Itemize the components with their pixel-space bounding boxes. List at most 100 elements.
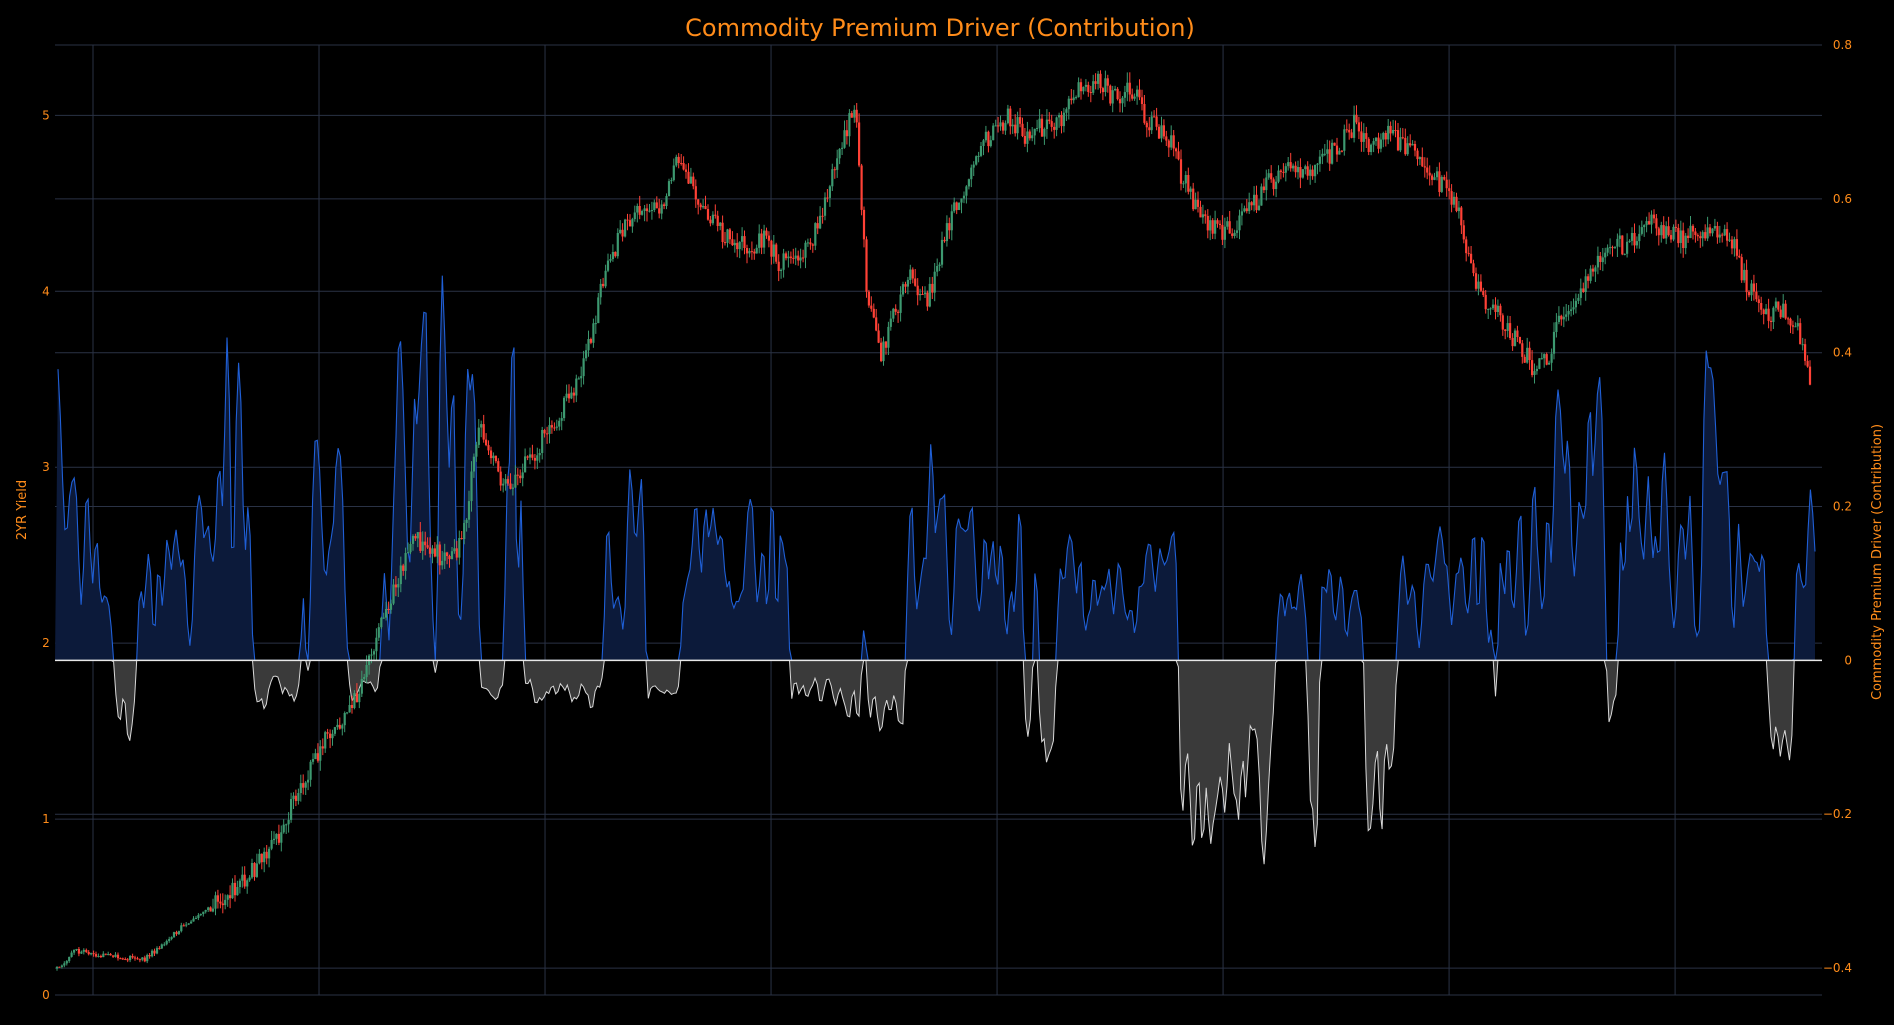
- candle: [58, 966, 61, 968]
- candle-body: [948, 223, 951, 231]
- candle: [1126, 72, 1129, 102]
- candle-body: [1455, 196, 1458, 211]
- candle: [955, 201, 958, 215]
- candle-body: [280, 832, 283, 843]
- right-tick-label: 0.8: [1833, 38, 1852, 52]
- candle-body: [350, 705, 354, 708]
- candle-body: [331, 733, 334, 739]
- candle-body: [992, 125, 995, 141]
- candle: [460, 531, 463, 540]
- candle-body: [1260, 186, 1263, 206]
- candle: [1094, 73, 1097, 90]
- candle-body: [121, 958, 124, 960]
- candle: [1250, 200, 1253, 211]
- candle: [1511, 333, 1514, 351]
- candle-body: [819, 215, 822, 229]
- candle: [494, 455, 497, 464]
- candle-body: [224, 899, 227, 906]
- candle-body: [633, 212, 636, 220]
- candle-body: [1043, 129, 1046, 137]
- candle-body: [1684, 235, 1687, 249]
- candle-body: [1062, 112, 1065, 127]
- candle-body: [302, 783, 305, 788]
- candle: [789, 251, 792, 264]
- candle: [375, 628, 378, 661]
- candle-body: [1750, 283, 1753, 296]
- candle-body: [677, 156, 680, 163]
- candle: [275, 833, 278, 845]
- candle: [1543, 353, 1546, 368]
- candle-body: [831, 169, 834, 187]
- candle: [1099, 70, 1102, 94]
- candle: [960, 198, 963, 214]
- candle: [1075, 95, 1078, 100]
- candle: [341, 723, 344, 736]
- candle-body: [936, 266, 939, 272]
- candle-body: [699, 204, 702, 208]
- candle: [911, 267, 914, 284]
- candle: [1026, 121, 1029, 153]
- candle: [1435, 166, 1439, 181]
- candle-body: [1582, 288, 1585, 292]
- candle: [1055, 116, 1058, 137]
- candle-body: [772, 244, 775, 257]
- candle-body: [1028, 131, 1031, 139]
- candle-body: [1662, 225, 1665, 239]
- candle: [1182, 180, 1185, 188]
- candle: [499, 466, 502, 491]
- candle-body: [416, 532, 419, 539]
- candle: [1716, 221, 1719, 244]
- candle-body: [375, 637, 378, 652]
- candle-body: [1606, 247, 1609, 253]
- candle: [1153, 110, 1156, 118]
- candle: [1089, 85, 1092, 103]
- candle: [1487, 308, 1490, 319]
- candle: [1148, 117, 1151, 137]
- candle: [758, 224, 761, 254]
- candle: [1804, 338, 1807, 366]
- candle-body: [1499, 305, 1502, 316]
- candle-body: [1735, 239, 1738, 256]
- candle: [1011, 118, 1014, 134]
- candle-body: [875, 317, 878, 331]
- candle-body: [1652, 214, 1656, 219]
- candle-body: [1104, 78, 1107, 92]
- candle-body: [421, 541, 424, 551]
- candle: [680, 154, 683, 166]
- candle: [802, 249, 805, 263]
- candle-body: [704, 206, 707, 209]
- candle-body: [892, 308, 895, 319]
- candle-body: [1428, 172, 1431, 176]
- candle: [748, 248, 751, 258]
- candle-body: [1079, 82, 1083, 92]
- candle-body: [182, 925, 185, 927]
- candle-body: [1533, 371, 1536, 375]
- candle-body: [168, 939, 171, 941]
- candle: [1379, 133, 1382, 153]
- candle: [65, 960, 68, 966]
- candle: [421, 531, 424, 560]
- candle-body: [1214, 220, 1217, 234]
- candle: [1684, 233, 1687, 255]
- candle: [1226, 216, 1229, 230]
- candle: [463, 519, 466, 545]
- left-tick-label: 1: [42, 812, 50, 826]
- candle-body: [255, 863, 258, 877]
- candle: [416, 532, 419, 548]
- candle: [1433, 172, 1436, 181]
- candle: [1394, 120, 1397, 138]
- candle-body: [148, 955, 151, 957]
- candle-body: [433, 548, 436, 557]
- candle: [653, 199, 656, 213]
- candle-body: [1031, 135, 1034, 139]
- candle: [285, 823, 288, 834]
- candle-body: [1794, 326, 1797, 328]
- candle-body: [897, 311, 900, 313]
- candle-body: [299, 783, 302, 793]
- candle: [594, 315, 597, 334]
- candle-body: [443, 552, 446, 561]
- candle: [1672, 224, 1675, 242]
- candle: [199, 913, 202, 917]
- candle: [919, 288, 922, 301]
- candle: [168, 936, 171, 943]
